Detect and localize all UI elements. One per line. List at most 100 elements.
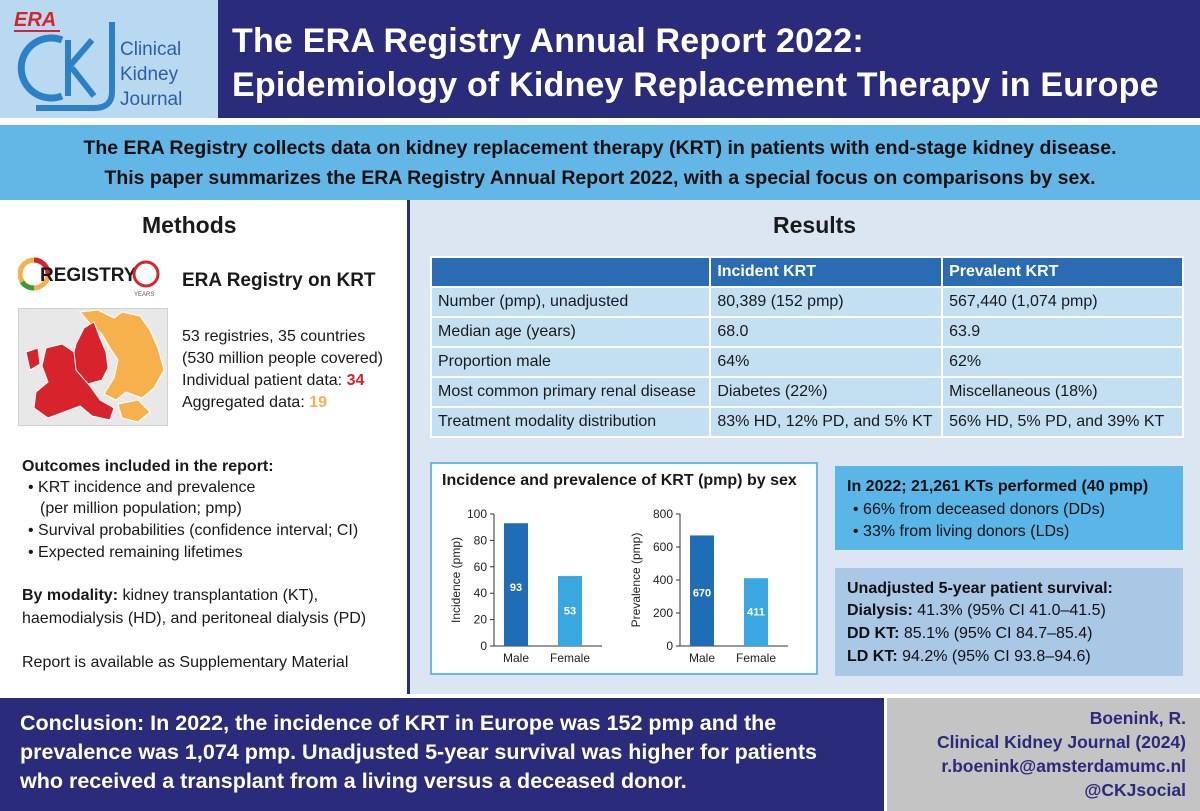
table-cell: 64%: [709, 346, 944, 378]
methods-stats-line-2: (530 million people covered): [182, 350, 383, 367]
y-tick-label: 600: [653, 540, 673, 554]
table-header-row: Incident KRT Prevalent KRT: [429, 256, 1184, 288]
supplementary-note: Report is available as Supplementary Mat…: [22, 654, 349, 671]
credit-social-handle[interactable]: @CKJsocial: [1084, 780, 1186, 800]
intro-line-1: The ERA Registry collects data on kidney…: [83, 137, 1117, 159]
conclusion-line-1: Conclusion: In 2022, the incidence of KR…: [20, 711, 777, 735]
table-cell: Number (pmp), unadjusted: [429, 286, 712, 318]
bar-value-label: 93: [510, 582, 522, 594]
survival-heading: Unadjusted 5-year patient survival:: [847, 580, 1113, 597]
conclusion-line-2: prevalence was 1,074 pmp. Unadjusted 5-y…: [20, 740, 818, 764]
credit-author: Boenink, R.: [1089, 708, 1186, 728]
outcome-item-3: • Expected remaining lifetimes: [28, 544, 243, 561]
table-row: Number (pmp), unadjusted 80,389 (152 pmp)…: [429, 286, 1184, 318]
methods-panel: Methods REGISTRY YEARS ERA Registry on K…: [0, 200, 410, 694]
title-line-2: Epidemiology of Kidney Replacement Thera…: [232, 66, 1159, 104]
survival-row-dialysis: Dialysis: 41.3% (95% CI 41.0–41.5): [847, 602, 1106, 619]
aggregated-data-row: Aggregated data: 19: [182, 392, 327, 414]
ckj-j-shape: [36, 22, 115, 111]
bar-female: [744, 578, 768, 646]
bar-male: [690, 535, 714, 646]
table-cell: 56% HD, 5% PD, and 39% KT: [941, 406, 1184, 438]
table-cell: Proportion male: [429, 346, 712, 378]
table-cell: Diabetes (22%): [709, 376, 944, 408]
results-table: Incident KRT Prevalent KRT Number (pmp),…: [429, 256, 1184, 438]
modality-text-1: kidney transplantation (KT),: [122, 587, 319, 604]
x-tick-label: Male: [503, 651, 529, 665]
outcome-item-2: • Survival probabilities (confidence int…: [28, 522, 359, 539]
x-tick-label: Female: [736, 651, 776, 665]
table-row: Median age (years) 68.0 63.9: [429, 316, 1184, 348]
table-row: Proportion male 64% 62%: [429, 346, 1184, 378]
aggregated-data-value: 19: [309, 394, 328, 411]
europe-map: [18, 308, 168, 426]
kt-performed-box: In 2022; 21,261 KTs performed (40 pmp) •…: [835, 466, 1183, 550]
outcome-item-1: • KRT incidence and prevalence: [28, 479, 256, 496]
aggregated-data-label: Aggregated data:: [182, 394, 305, 411]
registry-logo-60-ring: [132, 260, 160, 288]
ckj-c-shape: [17, 34, 64, 102]
ckj-text-clinical: Clinical: [120, 39, 181, 60]
survival-row-ld-kt: LD KT: 94.2% (95% CI 93.8–94.6): [847, 648, 1091, 665]
modality-label: By modality:: [22, 587, 119, 604]
individual-data-value: 34: [346, 372, 365, 389]
chart-panel: Incidence and prevalence of KRT (pmp) by…: [430, 462, 818, 675]
title-banner: The ERA Registry Annual Report 2022: Epi…: [218, 0, 1200, 118]
methods-stats-line-1: 53 registries, 35 countries: [182, 328, 366, 345]
conclusion-line-3: who received a transplant from a living …: [20, 769, 687, 793]
era-logo-text: ERA: [14, 9, 56, 31]
methods-heading: Methods: [142, 212, 237, 238]
survival-row-dd-kt: DD KT: 85.1% (95% CI 84.7–85.4): [847, 625, 1093, 642]
table-cell: 62%: [941, 346, 1184, 378]
ckj-k-shape: [65, 38, 97, 98]
chart-svg: 0 20 40 60 80 100 Incidence (pmp) 93 Male 53 Femal…: [449, 507, 788, 665]
y-tick-label: 40: [474, 586, 488, 600]
credit-journal: Clinical Kidney Journal (2024): [937, 732, 1186, 752]
registry-logo-years: YEARS: [134, 292, 154, 298]
table-cell: Miscellaneous (18%): [941, 376, 1184, 408]
map-region-individual-uk: [25, 347, 41, 371]
bar-value-label: 670: [693, 587, 711, 599]
conclusion-banner: Conclusion: In 2022, the incidence of KR…: [0, 698, 884, 811]
ckj-text-journal: Journal: [120, 89, 182, 110]
results-heading: Results: [773, 212, 857, 238]
intro-line-2: This paper summarizes the ERA Registry A…: [104, 167, 1096, 189]
bar-value-label: 411: [747, 606, 765, 618]
map-region-individual-west: [33, 343, 115, 421]
chart-title: Incidence and prevalence of KRT (pmp) by…: [442, 472, 797, 489]
survival-box: Unadjusted 5-year patient survival: Dial…: [835, 568, 1183, 676]
kt-heading: In 2022; 21,261 KTs performed (40 pmp): [847, 478, 1149, 495]
table-header-cell: Incident KRT: [709, 256, 944, 288]
y-tick-label: 200: [653, 606, 673, 620]
journal-logo-panel: ERA Clinical Kidney Journal: [0, 0, 218, 118]
y-tick-label: 20: [474, 613, 488, 627]
kt-item-1: • 66% from deceased donors (DDs): [853, 501, 1105, 518]
table-cell: 567,440 (1,074 pmp): [941, 286, 1184, 318]
bar-value-label: 53: [564, 606, 576, 618]
y-tick-label: 100: [467, 507, 487, 521]
table-cell: Median age (years): [429, 316, 712, 348]
registry-logo: REGISTRY YEARS: [18, 257, 160, 298]
y-tick-label: 80: [474, 533, 488, 547]
table-cell: Most common primary renal disease: [429, 376, 712, 408]
credit-email[interactable]: r.boenink@amsterdamumc.nl: [941, 756, 1186, 776]
table-header-cell: Prevalent KRT: [941, 256, 1184, 288]
table-cell: 68.0: [709, 316, 944, 348]
map-region-aggregated-east: [79, 309, 165, 401]
table-row: Most common primary renal disease Diabete…: [429, 376, 1184, 408]
table-cell: 83% HD, 12% PD, and 5% KT: [709, 406, 944, 438]
kt-item-2: • 33% from living donors (LDs): [853, 523, 1070, 540]
y-tick-label: 60: [474, 560, 488, 574]
y-tick-label: 0: [666, 639, 673, 653]
ckj-text-kidney: Kidney: [120, 64, 179, 85]
table-header-cell: [429, 256, 712, 288]
bar-female: [558, 576, 582, 646]
y-axis-label: Prevalence (pmp): [629, 533, 643, 628]
table-cell: 80,389 (152 pmp): [709, 286, 944, 318]
modality-line-2: haemodialysis (HD), and peritoneal dialy…: [22, 610, 367, 627]
table-cell: Treatment modality distribution: [429, 406, 712, 438]
individual-data-row: Individual patient data: 34: [182, 370, 364, 392]
registry-title: ERA Registry on KRT: [182, 270, 376, 291]
modality-line-1: By modality: kidney transplantation (KT)…: [22, 585, 318, 607]
credit-panel: Boenink, R. Clinical Kidney Journal (202…: [884, 698, 1200, 811]
